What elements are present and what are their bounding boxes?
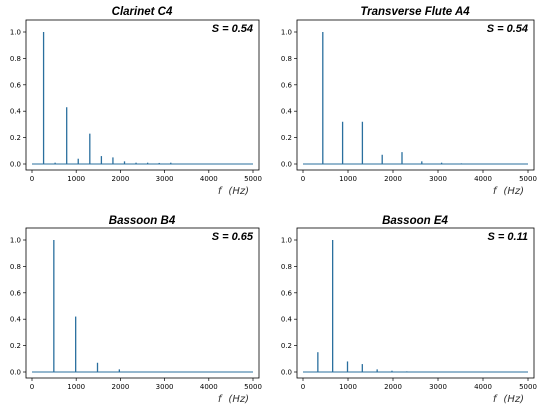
x-axis-label: f (Hz) xyxy=(218,186,249,197)
chart-panel-bassoon-b4: Bassoon B4 S = 0.65 0.0 0.2 0.4 0.6 0.8 1.0 0 10… xyxy=(10,215,262,405)
x-tick-label: 4000 xyxy=(200,175,218,183)
similarity-annotation: S = 0.11 xyxy=(488,231,528,243)
x-tick-label: 3000 xyxy=(156,175,174,183)
plot-frame xyxy=(296,227,535,379)
y-tick-label: 0.4 xyxy=(10,108,22,116)
x-tick-label: 2000 xyxy=(384,175,402,183)
similarity-annotation: S = 0.54 xyxy=(212,23,253,35)
y-tick-label: 0.2 xyxy=(281,134,292,142)
x-tick-label: 4000 xyxy=(474,383,492,391)
x-tick-label: 0 xyxy=(30,383,34,391)
x-tick-label: 1000 xyxy=(67,383,85,391)
plot-frame xyxy=(25,227,260,379)
y-tick-label: 1.0 xyxy=(281,29,292,37)
similarity-annotation: S = 0.54 xyxy=(487,23,528,35)
x-tick-label: 0 xyxy=(301,383,305,391)
y-tick-label: 0.4 xyxy=(281,108,293,116)
y-tick-label: 0.0 xyxy=(281,161,292,169)
y-tick-label: 0.2 xyxy=(10,134,21,142)
chart-panel-bassoon-e4: Bassoon E4 S = 0.11 0.0 0.2 0.4 0.6 0.8 1.0 0 10… xyxy=(281,215,537,405)
y-tick-label: 0.0 xyxy=(10,369,21,377)
y-tick-label: 0.6 xyxy=(10,81,22,89)
x-tick-label: 5000 xyxy=(519,175,537,183)
plot-frame xyxy=(25,19,260,171)
x-tick-label: 3000 xyxy=(429,383,447,391)
x-axis-label: f (Hz) xyxy=(218,394,249,405)
x-tick-label: 2000 xyxy=(111,383,129,391)
chart-title: Bassoon E4 xyxy=(382,215,448,227)
y-tick-label: 0.4 xyxy=(10,316,22,324)
chart-panel-clarinet-c4: Clarinet C4 S = 0.54 0.0 0.2 0.4 0.6 0.8 1.0 0 1… xyxy=(10,6,262,197)
x-tick-label: 0 xyxy=(30,175,34,183)
x-tick-label: 3000 xyxy=(429,175,447,183)
x-tick-label: 1000 xyxy=(339,175,357,183)
x-tick-label: 2000 xyxy=(384,383,402,391)
y-tick-label: 0.0 xyxy=(10,161,21,169)
y-tick-label: 0.2 xyxy=(10,342,21,350)
x-tick-label: 1000 xyxy=(339,383,357,391)
chart-title: Transverse Flute A4 xyxy=(360,6,470,18)
x-tick-label: 3000 xyxy=(156,383,174,391)
y-tick-label: 0.0 xyxy=(281,369,292,377)
chart-title: Clarinet C4 xyxy=(112,6,173,18)
chart-panel-transverse-flute-a4: Transverse Flute A4 S = 0.54 0.0 0.2 0.4 0.6… xyxy=(281,6,537,197)
y-tick-label: 0.2 xyxy=(281,342,292,350)
y-tick-label: 0.8 xyxy=(281,55,292,63)
similarity-annotation: S = 0.65 xyxy=(212,231,254,243)
x-tick-label: 5000 xyxy=(519,383,537,391)
y-tick-label: 0.8 xyxy=(10,263,21,271)
x-tick-label: 4000 xyxy=(474,175,492,183)
x-tick-label: 4000 xyxy=(200,383,218,391)
chart-title: Bassoon B4 xyxy=(109,215,176,227)
y-tick-label: 1.0 xyxy=(281,237,292,245)
plot-frame xyxy=(296,19,535,171)
y-tick-label: 0.8 xyxy=(10,55,21,63)
y-tick-label: 0.4 xyxy=(281,316,293,324)
x-axis-label: f (Hz) xyxy=(493,186,524,197)
x-tick-label: 0 xyxy=(301,175,305,183)
x-tick-label: 5000 xyxy=(244,383,262,391)
y-tick-label: 1.0 xyxy=(10,29,21,37)
y-tick-label: 0.6 xyxy=(10,289,22,297)
y-tick-label: 0.8 xyxy=(281,263,292,271)
x-axis-label: f (Hz) xyxy=(493,394,524,405)
y-tick-label: 0.6 xyxy=(281,81,293,89)
x-tick-label: 1000 xyxy=(67,175,85,183)
y-tick-label: 1.0 xyxy=(10,237,21,245)
y-tick-label: 0.6 xyxy=(281,289,293,297)
x-tick-label: 5000 xyxy=(244,175,262,183)
x-tick-label: 2000 xyxy=(111,175,129,183)
